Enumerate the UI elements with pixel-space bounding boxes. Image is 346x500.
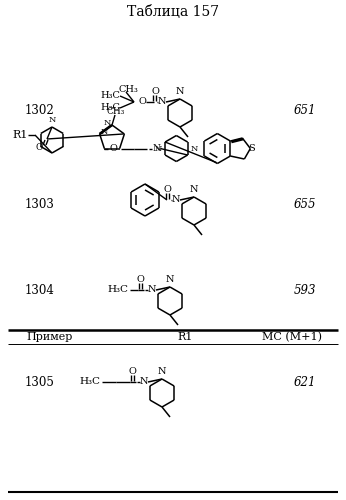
Text: МС (М+1): МС (М+1)	[262, 332, 322, 342]
Text: N: N	[166, 275, 174, 284]
Text: CH₃: CH₃	[107, 106, 125, 116]
Text: H₃C: H₃C	[100, 92, 120, 100]
Text: N: N	[158, 98, 166, 106]
Text: Пример: Пример	[27, 332, 73, 342]
Text: N: N	[190, 144, 198, 152]
Text: N: N	[190, 185, 198, 194]
Text: O: O	[163, 186, 171, 194]
Text: 1305: 1305	[25, 376, 55, 388]
Text: O: O	[109, 144, 117, 153]
Text: 1302: 1302	[25, 104, 55, 117]
Text: N: N	[148, 286, 156, 294]
Text: O: O	[128, 368, 136, 376]
Text: N: N	[48, 116, 56, 124]
Text: 621: 621	[294, 376, 316, 388]
Text: 1304: 1304	[25, 284, 55, 296]
Text: N: N	[176, 87, 184, 96]
Text: 593: 593	[294, 284, 316, 296]
Text: N: N	[155, 144, 162, 152]
Text: N: N	[140, 378, 148, 386]
Text: H₃C: H₃C	[108, 286, 128, 294]
Text: 1303: 1303	[25, 198, 55, 211]
Text: N: N	[103, 119, 111, 127]
Text: H₃C: H₃C	[100, 104, 120, 112]
Text: R1: R1	[12, 130, 28, 140]
Text: O: O	[138, 98, 146, 106]
Text: R1: R1	[177, 332, 193, 342]
Text: N: N	[158, 367, 166, 376]
Text: 651: 651	[294, 104, 316, 117]
Text: N: N	[101, 128, 108, 136]
Text: H₃C: H₃C	[80, 378, 100, 386]
Text: O: O	[151, 88, 159, 96]
Text: CH₃: CH₃	[118, 86, 138, 94]
Text: N: N	[153, 144, 160, 153]
Text: O: O	[136, 276, 144, 284]
Text: N: N	[172, 196, 180, 204]
Text: O: O	[35, 142, 43, 152]
Text: Таблица 157: Таблица 157	[127, 5, 219, 19]
Text: S: S	[248, 144, 255, 153]
Text: 655: 655	[294, 198, 316, 211]
